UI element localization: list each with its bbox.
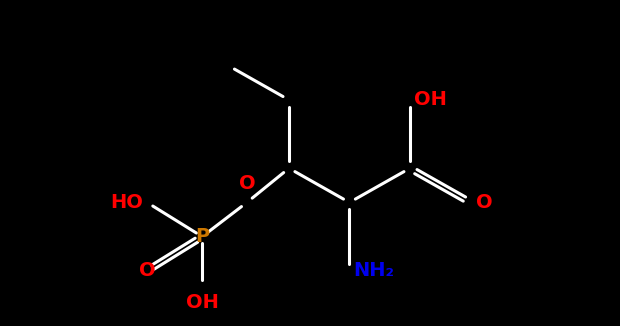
Text: HO: HO [110, 193, 143, 212]
Text: OH: OH [186, 293, 219, 312]
Text: O: O [239, 174, 255, 193]
Text: O: O [476, 193, 492, 212]
Text: P: P [195, 227, 210, 246]
Text: O: O [139, 261, 156, 280]
Text: NH₂: NH₂ [353, 261, 395, 280]
Text: OH: OH [414, 90, 447, 110]
